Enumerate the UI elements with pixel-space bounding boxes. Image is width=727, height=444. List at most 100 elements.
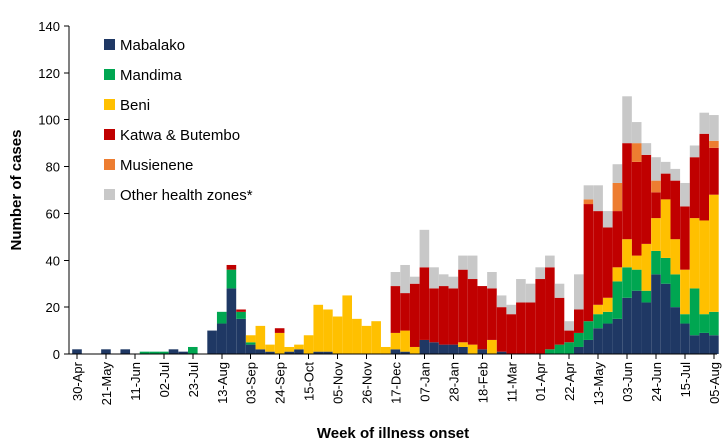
bar-segment [660, 283, 671, 354]
x-tick-label: 24-Jun [649, 362, 664, 402]
bar-segment [255, 349, 266, 354]
bar-segment [400, 330, 410, 352]
legend-label: Mandima [120, 67, 182, 84]
bar-segment [699, 332, 710, 354]
bar-segment [516, 279, 526, 303]
bar-segment [680, 269, 690, 315]
bar-segment [188, 346, 198, 354]
y-tick-label: 80 [46, 160, 60, 175]
bar-segment [438, 344, 449, 354]
y-tick-label: 120 [38, 66, 60, 81]
bar-segment [390, 272, 401, 287]
x-tick-label: 01-Apr [533, 361, 548, 401]
bar-segment [294, 344, 304, 350]
bar-segment [564, 321, 574, 331]
bar-segment [574, 346, 584, 354]
bar-segment [400, 264, 410, 294]
bar-segment [409, 346, 420, 354]
x-tick-label: 30-Apr [70, 361, 85, 401]
x-tick-label: 11-Jun [128, 362, 143, 401]
bar-segment [467, 279, 478, 345]
bar-segment [631, 122, 642, 144]
bar-segment [274, 328, 285, 333]
bar-segment [612, 267, 623, 282]
y-axis-ticks: 0 20 40 60 80 100 120 140 [38, 19, 69, 362]
bar-segment [159, 351, 169, 354]
bar-segment [323, 309, 333, 352]
bar-segment [294, 349, 304, 354]
bar-segment [535, 267, 545, 280]
bar-segment [255, 325, 266, 350]
bar-segment [583, 185, 594, 200]
bar-segment [72, 349, 82, 354]
legend-swatch [104, 69, 115, 80]
bar-segment [689, 157, 700, 219]
bar-segment [612, 182, 623, 212]
bar-segment [709, 311, 719, 336]
bar-segment [178, 351, 188, 354]
bar-segment [477, 349, 488, 354]
bar-segment [680, 182, 690, 207]
bar-segment [438, 286, 449, 345]
bar-segment [419, 229, 430, 268]
bar-segment [709, 335, 719, 354]
x-tick-label: 02-Jul [157, 362, 172, 398]
legend-swatch [104, 39, 115, 50]
bar-segment [409, 276, 420, 284]
x-tick-label: 17-Dec [388, 362, 403, 404]
bar-segment [139, 351, 150, 354]
bar-segment [458, 269, 468, 343]
bar-segment [612, 211, 623, 268]
bar-segment [438, 274, 449, 287]
bar-segment [284, 346, 295, 352]
x-tick-label: 26-Nov [360, 362, 375, 404]
bar-segment [574, 332, 584, 347]
bar-segment [429, 288, 439, 343]
bar-segment [458, 255, 468, 270]
x-axis-ticks: 30-Apr 21-May 11-Jun 02-Jul 23-Jul 13-Aug 03-S… [70, 354, 722, 405]
bar-segment [400, 293, 410, 331]
bar-segment [496, 295, 507, 308]
bar-segment [651, 192, 661, 219]
x-tick-label: 11-Mar [504, 361, 519, 402]
legend-label: Mabalako [120, 37, 185, 54]
x-tick-label: 18-Feb [475, 362, 490, 403]
bar-segment [448, 276, 459, 289]
x-tick-label: 03-Jun [620, 362, 635, 402]
bar-segment [699, 314, 710, 333]
bar-segment [670, 180, 681, 240]
bar-segment [342, 295, 352, 354]
bar-segment [496, 351, 507, 354]
bar-segment [361, 325, 372, 354]
bar-segment [245, 335, 256, 343]
bar-segment [371, 321, 381, 354]
bar-segment [487, 272, 497, 289]
bar-segment [216, 311, 227, 324]
x-tick-label: 13-Aug [215, 362, 230, 404]
bar-segment [574, 274, 584, 310]
bar-segment [660, 199, 671, 258]
bar-segment [120, 349, 131, 354]
bar-segment [670, 239, 681, 275]
bar-segment [689, 218, 700, 289]
bar-segment [593, 328, 603, 354]
bar-segment [612, 318, 623, 354]
bar-segment [487, 288, 497, 340]
bar-segment [245, 342, 256, 345]
bar-segment [400, 351, 410, 354]
y-tick-label: 140 [38, 19, 60, 34]
bar-segment [709, 140, 719, 148]
bar-segment [265, 351, 275, 354]
bar-segment [487, 339, 497, 354]
bar-segment [602, 211, 613, 228]
x-tick-label: 03-Sep [244, 362, 259, 404]
bar-segment [458, 346, 468, 354]
bar-segment [265, 344, 275, 352]
bar-segment [593, 314, 603, 329]
bar-segment [641, 143, 652, 155]
bar-segment [554, 297, 565, 345]
bar-segment [101, 349, 111, 354]
bar-segment [641, 243, 652, 291]
bar-segment [709, 115, 719, 141]
